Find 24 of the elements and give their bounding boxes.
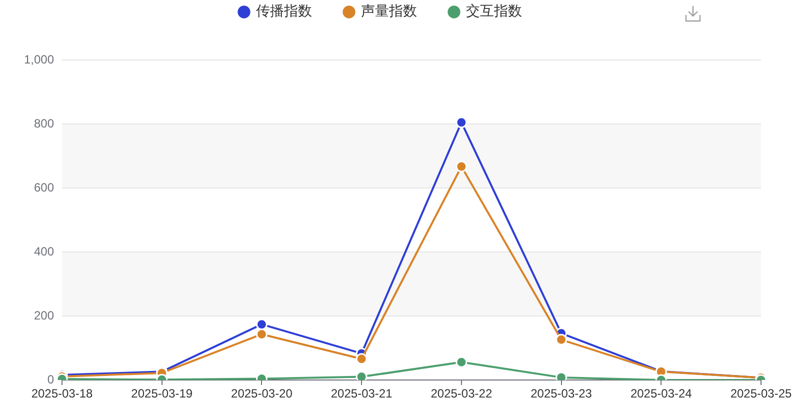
point <box>356 353 368 365</box>
x-tick-label: 2025-03-20 <box>231 386 293 400</box>
legend-label: 声量指数 <box>361 4 417 20</box>
y-tick-label: 400 <box>34 244 54 258</box>
point <box>256 328 268 340</box>
point <box>456 116 468 128</box>
y-tick-label: 0 <box>47 372 54 386</box>
point <box>456 356 468 368</box>
point <box>356 371 368 380</box>
x-tick-label: 2025-03-24 <box>630 386 692 400</box>
y-tick-label: 200 <box>34 308 54 322</box>
x-tick-label: 2025-03-22 <box>430 386 492 400</box>
x-tick-label: 2025-03-21 <box>330 386 393 400</box>
x-tick-label: 2025-03-18 <box>31 386 94 400</box>
y-tick-label: 1,000 <box>24 52 54 66</box>
y-tick-label: 800 <box>34 116 54 130</box>
legend-label: 交互指数 <box>466 4 522 20</box>
legend-label: 传播指数 <box>256 4 312 20</box>
x-tick-label: 2025-03-19 <box>131 386 193 400</box>
x-tick-label: 2025-03-25 <box>730 386 792 400</box>
x-tick-label: 2025-03-23 <box>530 386 592 400</box>
y-tick-label: 600 <box>34 180 54 194</box>
point <box>456 160 468 172</box>
point <box>556 334 568 346</box>
